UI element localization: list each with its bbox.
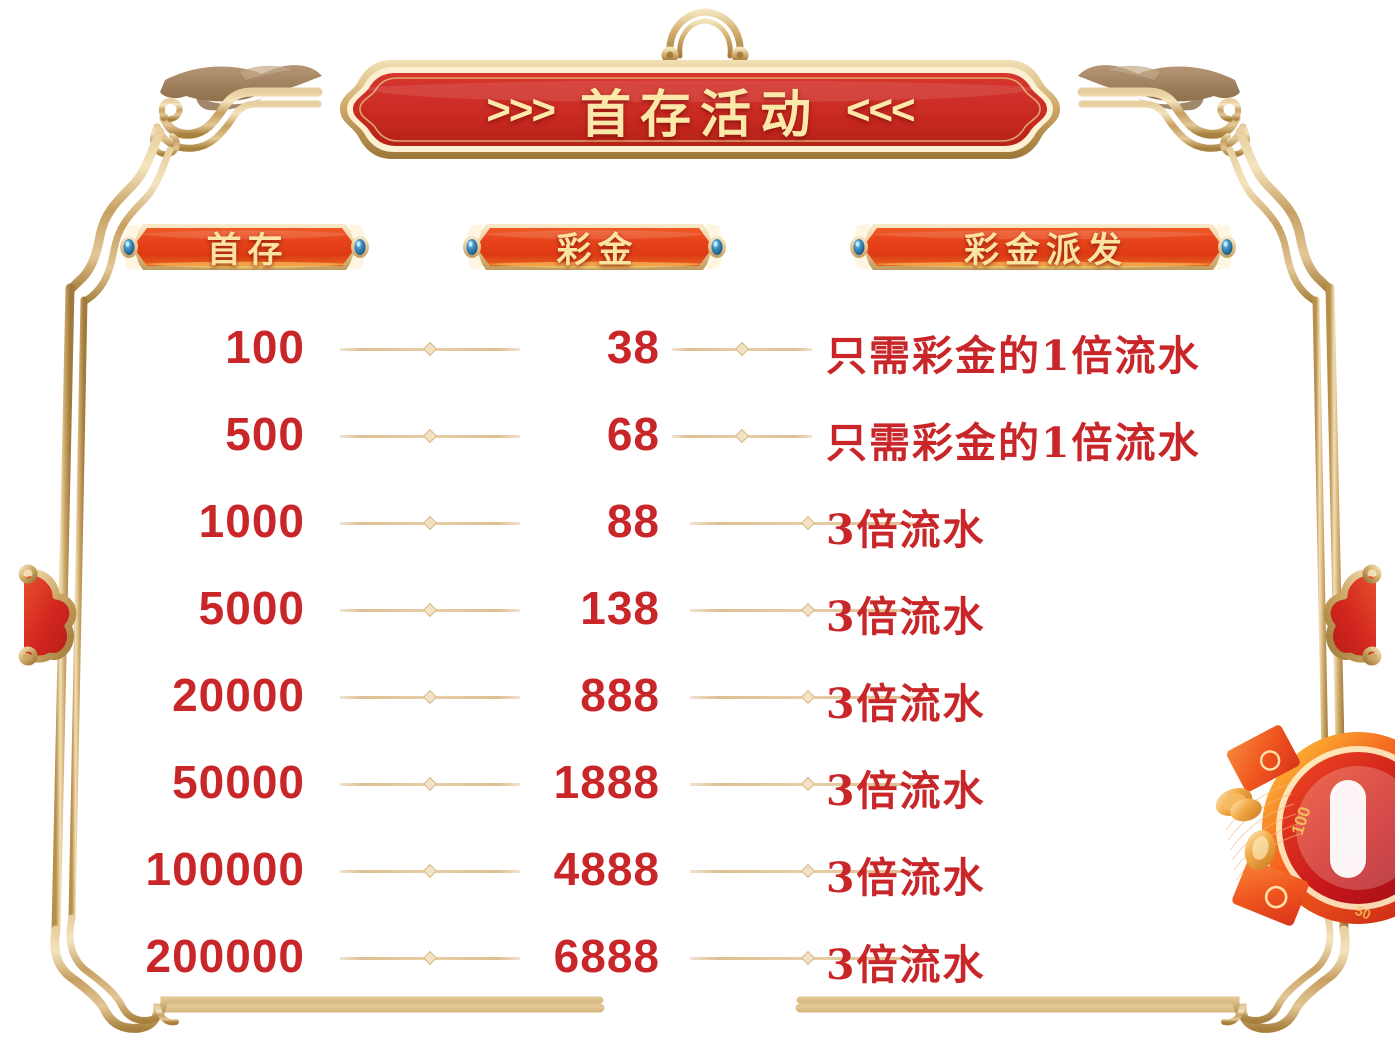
connector-line (340, 602, 520, 618)
title-plaque-shape (340, 60, 1060, 159)
cell-bonus: 88 (606, 495, 660, 547)
connector-line (690, 515, 925, 531)
cell-deposit: 5000 (198, 582, 305, 634)
connector-line (690, 776, 925, 792)
connector-line (672, 341, 812, 357)
gem-icon-right (351, 236, 369, 258)
connector-line (690, 602, 925, 618)
title-chevrons-left: >>> (486, 85, 556, 133)
gem-icon-left (463, 236, 481, 258)
header-plaque-deposit: 首存 (113, 216, 376, 278)
header-plaque-payout: 彩金派发 (843, 216, 1243, 278)
ruyi-side-ornament-left (18, 564, 77, 666)
gem-icon-left (850, 236, 868, 258)
connector-line (340, 515, 520, 531)
cell-payout: 3倍流水 (826, 854, 986, 902)
svg-text:50: 50 (1353, 902, 1374, 923)
table-header-row: 首存 彩金 (0, 214, 1400, 286)
red-envelope-coins-illustration: 100 50 (1190, 718, 1395, 933)
gem-icon-right (1218, 236, 1236, 258)
connector-line (340, 950, 520, 966)
cell-bonus: 4888 (553, 843, 660, 895)
cell-bonus: 888 (580, 669, 660, 721)
deposit-bonus-table: 100 38 只需彩金的1倍流水 500 68 只需彩金的1倍流水 1000 8… (0, 306, 1400, 1002)
cell-bonus: 38 (606, 321, 660, 373)
connector-line (340, 689, 520, 705)
header-plaque-shape-bonus (463, 224, 726, 270)
ruyi-side-ornament-right (1323, 564, 1382, 666)
table-row: 200000 6888 3倍流水 (0, 915, 1400, 1002)
table-row: 50000 1888 3倍流水 (0, 741, 1400, 828)
connector-line (690, 689, 925, 705)
cell-payout: 3倍流水 (826, 941, 986, 989)
title-plaque: >>> 首存活动 <<< (300, 52, 1100, 167)
header-label-payout: 彩金派发 (963, 229, 1128, 271)
page-title: 首存活动 (579, 84, 820, 145)
table-row: 500 68 只需彩金的1倍流水 (0, 393, 1400, 480)
gem-icon-left (120, 236, 138, 258)
table-row: 100 38 只需彩金的1倍流水 (0, 306, 1400, 393)
table-row: 20000 888 3倍流水 (0, 654, 1400, 741)
cell-deposit: 100000 (145, 843, 305, 895)
cell-payout: 只需彩金的1倍流水 (826, 419, 1201, 467)
table-row: 100000 4888 3倍流水 (0, 828, 1400, 915)
gem-icon-right (708, 236, 726, 258)
table-row: 5000 138 3倍流水 (0, 567, 1400, 654)
cell-bonus: 6888 (553, 930, 660, 982)
cell-payout: 只需彩金的1倍流水 (826, 332, 1201, 380)
cell-deposit: 20000 (172, 669, 305, 721)
cell-deposit: 1000 (198, 495, 305, 547)
cell-payout: 3倍流水 (826, 593, 986, 641)
connector-line (690, 950, 925, 966)
cell-bonus: 1888 (553, 756, 660, 808)
connector-line (340, 341, 520, 357)
cell-payout: 3倍流水 (826, 506, 986, 554)
cell-bonus: 138 (580, 582, 660, 634)
cell-deposit: 100 (225, 321, 305, 373)
header-plaque-shape-deposit (120, 224, 369, 270)
table-row: 1000 88 3倍流水 (0, 480, 1400, 567)
cloud-flourish-right (1078, 65, 1240, 111)
header-plaque-bonus: 彩金 (456, 216, 733, 278)
connector-line (340, 776, 520, 792)
cell-deposit: 200000 (145, 930, 305, 982)
header-plaque-shape-payout (850, 224, 1236, 270)
header-label-deposit: 首存 (206, 229, 289, 271)
connector-line (690, 863, 925, 879)
cell-payout: 3倍流水 (826, 767, 986, 815)
connector-line (340, 863, 520, 879)
connector-line (672, 428, 812, 444)
title-chevrons-right: <<< (846, 85, 916, 133)
cell-deposit: 500 (225, 408, 305, 460)
banner-title: >>> 首存活动 <<< (300, 52, 1100, 167)
cell-bonus: 68 (606, 408, 660, 460)
cell-deposit: 50000 (172, 756, 305, 808)
connector-line (340, 428, 520, 444)
cell-payout: 3倍流水 (826, 680, 986, 728)
hanger-hook-icon (650, 8, 760, 62)
cloud-flourish-left (160, 65, 322, 111)
header-label-bonus: 彩金 (556, 229, 639, 271)
